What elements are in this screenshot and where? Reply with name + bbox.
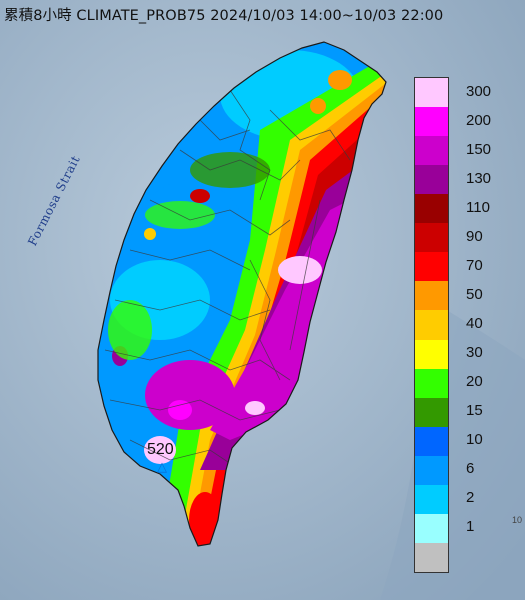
- legend-swatch: [415, 136, 448, 166]
- legend-swatch: [415, 223, 448, 253]
- legend-swatch: [415, 78, 448, 108]
- legend-swatch: [415, 281, 448, 311]
- edge-number-label: 10: [512, 515, 523, 525]
- legend-swatch: [415, 513, 448, 543]
- legend-swatch: [415, 368, 448, 398]
- legend-swatch: [415, 455, 448, 485]
- legend-swatch: [415, 252, 448, 282]
- max-value-marker-icon: △: [157, 459, 167, 474]
- legend-swatch: [415, 107, 448, 137]
- legend-swatch: [415, 310, 448, 340]
- legend-swatch: [415, 194, 448, 224]
- map-title: 累積8小時 CLIMATE_PROB75 2024/10/03 14:00~10…: [4, 8, 444, 24]
- legend-colorbar: [414, 77, 449, 573]
- legend-swatch: [415, 165, 448, 195]
- legend-swatch: [415, 339, 448, 369]
- legend-swatch: [415, 426, 448, 456]
- legend-swatch: [415, 484, 448, 514]
- taiwan-coastline: [97, 41, 387, 547]
- legend-swatch: [415, 542, 448, 572]
- max-value-label: 520: [147, 441, 174, 458]
- legend-swatch: [415, 397, 448, 427]
